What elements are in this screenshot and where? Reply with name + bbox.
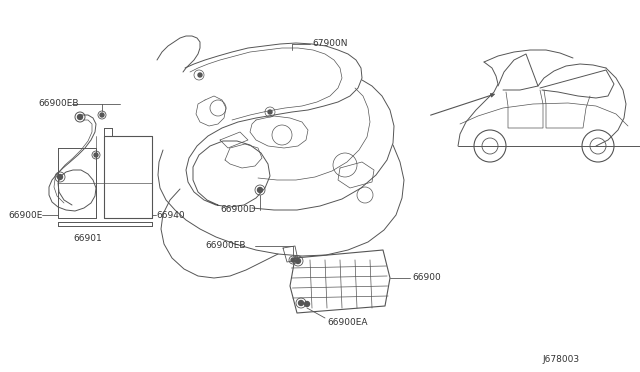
Text: 67900N: 67900N <box>312 39 348 48</box>
Circle shape <box>257 187 262 192</box>
Text: 66900EB: 66900EB <box>38 99 79 109</box>
Circle shape <box>268 110 272 114</box>
Text: J678003: J678003 <box>543 355 580 364</box>
Circle shape <box>94 153 98 157</box>
Text: 66900: 66900 <box>412 273 441 282</box>
Text: 66900D: 66900D <box>220 205 255 215</box>
Text: 66901: 66901 <box>74 234 102 243</box>
Circle shape <box>298 301 303 305</box>
Text: 66940: 66940 <box>156 211 184 219</box>
Circle shape <box>198 73 202 77</box>
Circle shape <box>58 174 63 180</box>
Text: 66900EA: 66900EA <box>327 318 367 327</box>
Circle shape <box>296 259 301 263</box>
Circle shape <box>291 258 295 262</box>
Text: 66900E: 66900E <box>8 211 42 219</box>
Circle shape <box>305 301 310 307</box>
Circle shape <box>100 113 104 117</box>
Circle shape <box>77 115 83 119</box>
Text: 66900EB: 66900EB <box>205 241 246 250</box>
